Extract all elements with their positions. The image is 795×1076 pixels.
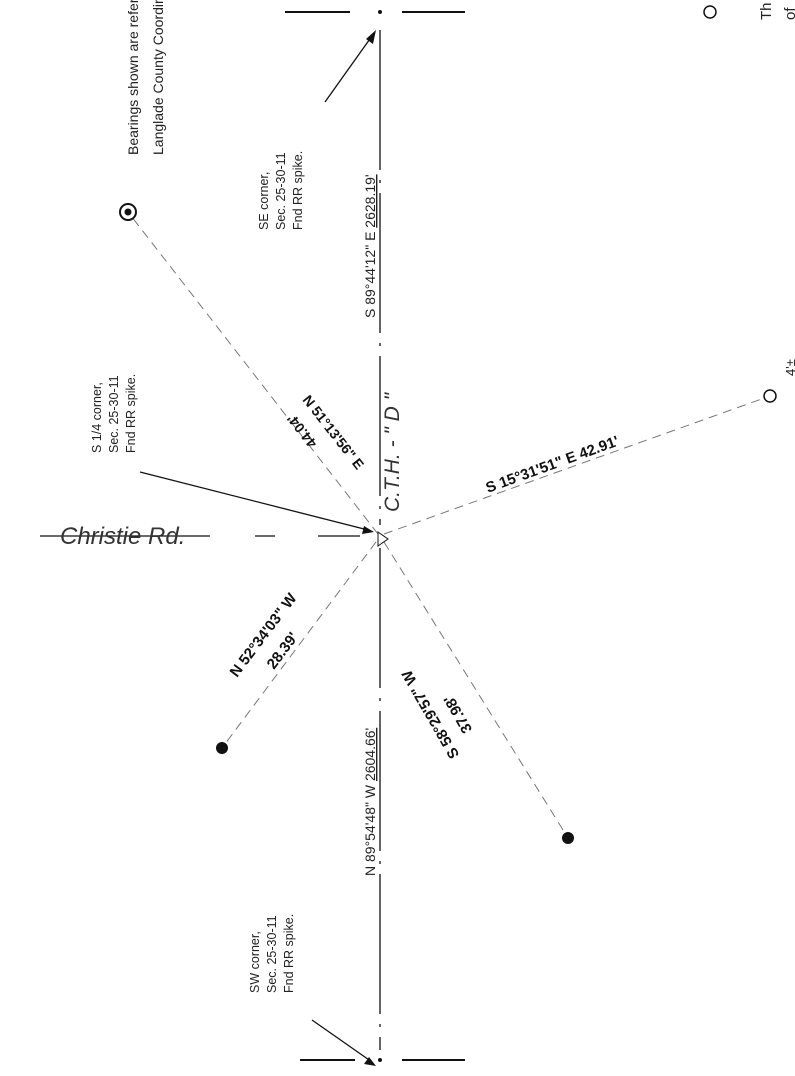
tie-line-nw xyxy=(221,541,377,749)
s-quarter-corner-label-line2: Sec. 25-30-11 xyxy=(107,375,121,453)
found-monument-icon xyxy=(119,203,137,221)
west-section-bearing: N 89°54'48" W 2604.66' xyxy=(362,728,378,876)
open-circle-monument-icon xyxy=(763,389,777,403)
offset-label: 4'± xyxy=(783,359,795,376)
se-corner-label-line2: Sec. 25-30-11 xyxy=(274,152,288,230)
cth-d-label: C.T.H. - " D " xyxy=(381,391,404,512)
solid-dot-monument-sw xyxy=(562,832,574,844)
bearing-note-line1: Bearings shown are reference to the xyxy=(125,0,141,155)
s-quarter-leader-arrow xyxy=(139,471,374,534)
christie-rd-label: Christie Rd. xyxy=(60,523,185,550)
tie-line-sw xyxy=(383,541,569,839)
tie-line-ne xyxy=(127,211,379,535)
s-quarter-corner-label-line1: S 1/4 corner, xyxy=(90,382,104,453)
bearing-note-line2: Langlade County Coordinate System xyxy=(150,0,166,155)
tie-line-se xyxy=(383,395,771,535)
right-edge-note-line2: of xyxy=(782,7,795,20)
east-section-bearing: S 89°44'12" E 2628.19' xyxy=(362,174,378,318)
sw-corner-label-line3: Fnd RR spike. xyxy=(282,914,296,993)
se-corner-point xyxy=(378,10,382,14)
se-corner-label-line1: SE corner, xyxy=(257,172,271,230)
right-edge-note-line1: Th xyxy=(758,2,775,20)
sw-corner-label-line2: Sec. 25-30-11 xyxy=(265,915,279,993)
tie-se-text: S 15°31'51" E 42.91' xyxy=(484,433,622,497)
sw-corner-point xyxy=(378,1058,382,1062)
se-corner-leader-arrow xyxy=(324,30,376,103)
sw-corner-label-line1: SW corner, xyxy=(248,931,262,993)
solid-dot-monument-nw xyxy=(216,742,228,754)
legend-open-circle-icon xyxy=(703,5,717,19)
sw-corner-leader-arrow xyxy=(311,1019,376,1066)
s-quarter-corner-label-line3: Fnd RR spike. xyxy=(124,374,138,453)
s-quarter-corner-triangle xyxy=(377,531,389,547)
se-corner-label-line3: Fnd RR spike. xyxy=(291,151,305,230)
